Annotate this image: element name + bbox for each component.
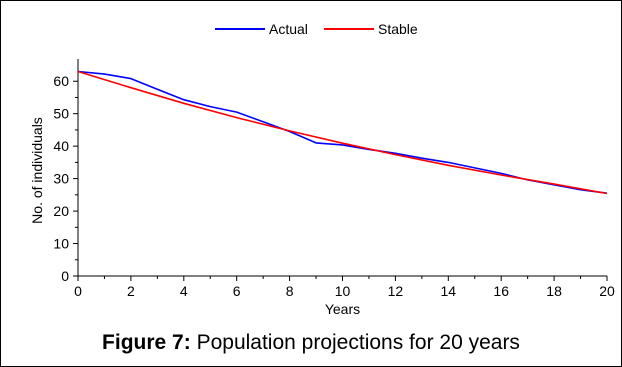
x-tick-label: 20 <box>599 283 615 299</box>
legend-label-actual: Actual <box>269 21 308 37</box>
series-layer <box>77 70 608 195</box>
x-tick-label: 10 <box>335 283 351 299</box>
y-tick-label: 30 <box>53 171 69 187</box>
y-tick-label: 50 <box>53 106 69 122</box>
caption-text: Population projections for 20 years <box>196 331 520 354</box>
x-tick-label: 18 <box>546 283 562 299</box>
y-tick-label: 0 <box>61 268 69 284</box>
x-axis-title: Years <box>325 301 360 317</box>
y-tick-label: 60 <box>53 73 69 89</box>
x-tick-label: 14 <box>441 283 457 299</box>
series-line-stable <box>77 70 608 195</box>
y-tick-label: 10 <box>53 236 69 252</box>
line-chart: 0 2 4 6 8 10 12 14 16 18 20 0 10 20 30 40 50 60 Actual Sta… <box>29 21 615 317</box>
x-tick-label: 16 <box>493 283 509 299</box>
figure-caption: Figure 7: Population projections for 20 … <box>1 331 621 355</box>
x-tick-label: 12 <box>388 283 404 299</box>
y-tick-label: 40 <box>53 138 69 154</box>
y-axis-title: No. of individuals <box>29 117 45 224</box>
caption-label: Figure 7: <box>102 331 191 354</box>
y-tick-label: 20 <box>53 203 69 219</box>
series-line-actual <box>77 70 608 194</box>
x-tick-label: 6 <box>233 283 241 299</box>
x-tick-label: 4 <box>180 283 188 299</box>
x-tick-label: 8 <box>286 283 294 299</box>
x-tick-label: 0 <box>74 283 82 299</box>
axes: 0 2 4 6 8 10 12 14 16 18 20 0 10 20 30 40 50 60 <box>53 59 615 299</box>
x-tick-label: 2 <box>127 283 135 299</box>
legend: Actual Stable <box>215 21 418 37</box>
legend-label-stable: Stable <box>378 21 418 37</box>
